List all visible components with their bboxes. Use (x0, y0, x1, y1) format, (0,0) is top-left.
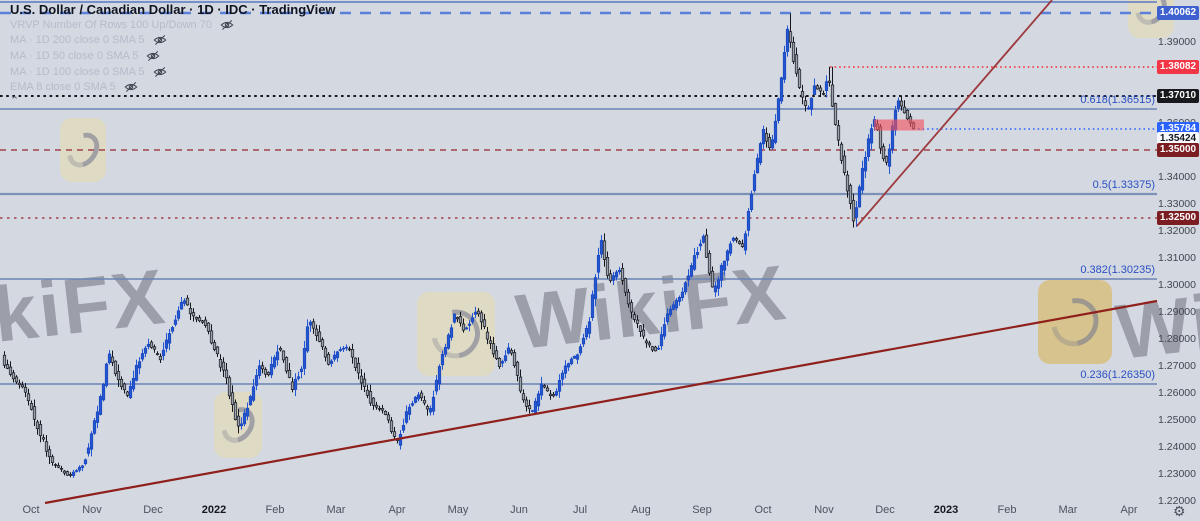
time-tick-label: Apr (388, 504, 406, 516)
indicator-label: VRVP Number Of Rows 100 Up/Down 70 (10, 18, 212, 31)
price-tick-label: 1.31000 (1158, 252, 1196, 264)
eye-off-icon[interactable] (220, 19, 234, 31)
price-tick-label: 1.24000 (1158, 441, 1196, 453)
time-tick-label: Feb (265, 504, 285, 516)
chart-legend: U.S. Dollar / Canadian Dollar · 1D · IDC… (10, 2, 336, 107)
time-tick-label: Dec (875, 504, 895, 516)
time-tick-label: 2023 (933, 504, 959, 516)
supply-zone-highlight[interactable] (874, 119, 924, 131)
indicator-legend-row[interactable]: VRVP Number Of Rows 100 Up/Down 70 (10, 17, 336, 33)
price-axis[interactable] (1157, 0, 1200, 500)
indicator-legend-rows: VRVP Number Of Rows 100 Up/Down 70 MA · 1… (10, 17, 336, 95)
time-tick-label: Nov (82, 504, 102, 516)
price-tick-label: 1.23000 (1158, 468, 1196, 480)
eye-off-icon[interactable] (152, 66, 167, 78)
time-tick-label: Dec (143, 504, 163, 516)
price-tick-label: 1.27000 (1158, 360, 1196, 372)
price-tick-label: 1.29000 (1158, 306, 1196, 318)
indicator-legend-row[interactable]: EMA 8 close 0 SMA 5 (10, 79, 336, 95)
price-tick-label: 1.30000 (1158, 279, 1196, 291)
gear-icon[interactable]: ⚙ (1173, 503, 1186, 519)
symbol-title[interactable]: U.S. Dollar / Canadian Dollar · 1D · IDC… (10, 2, 336, 17)
price-tick-label: 1.33000 (1158, 198, 1196, 210)
indicator-legend-row[interactable]: MA · 1D 100 close 0 SMA 5 (10, 64, 336, 80)
price-tick-label: 1.32000 (1158, 225, 1196, 237)
time-tick-label: Mar (1058, 504, 1078, 516)
fib-level-label: 0.382(1.30235) (1080, 264, 1155, 276)
fib-level-label: 0.5(1.33375) (1092, 179, 1155, 191)
price-level-badge[interactable]: 1.35000 (1157, 143, 1199, 157)
time-tick-label: Mar (326, 504, 346, 516)
time-tick-label: Aug (631, 504, 651, 516)
eye-off-icon[interactable] (152, 34, 167, 46)
time-tick-label: Jul (572, 504, 588, 516)
price-level-badge[interactable]: 1.37010 (1157, 89, 1199, 103)
candlestick-series (2, 13, 916, 478)
trendline[interactable] (44, 299, 1158, 505)
time-tick-label: Oct (22, 504, 40, 516)
price-tick-label: 1.25000 (1158, 414, 1196, 426)
trendline[interactable] (856, 0, 1053, 227)
price-level-badge[interactable]: 1.35424 (1157, 132, 1199, 146)
eye-off-icon[interactable] (124, 81, 138, 93)
price-tick-label: 1.39000 (1158, 36, 1196, 48)
price-tick-label: 1.34000 (1158, 171, 1196, 183)
price-tick-label: 1.28000 (1158, 333, 1196, 345)
chevron-up-icon[interactable]: ⌃ (10, 94, 20, 107)
price-level-badge[interactable]: 1.32500 (1157, 211, 1199, 225)
indicator-legend-row[interactable]: MA · 1D 50 close 0 SMA 5 (10, 48, 336, 64)
price-level-badge[interactable]: 1.38082 (1157, 60, 1199, 74)
price-tick-label: 1.22000 (1158, 495, 1196, 507)
time-tick-label: Feb (997, 504, 1017, 516)
price-level-badge[interactable]: 1.40062 (1157, 6, 1199, 20)
time-tick-label: May (447, 504, 469, 516)
time-tick-label: Sep (692, 504, 712, 516)
time-tick-label: 2022 (201, 504, 227, 516)
eye-off-icon[interactable] (146, 50, 160, 62)
indicator-label: MA · 1D 50 close 0 SMA 5 (10, 49, 139, 62)
indicator-label: MA · 1D 200 close 0 SMA 5 (10, 34, 145, 47)
price-tick-label: 1.26000 (1158, 387, 1196, 399)
fib-level-label: 0.618(1.36515) (1080, 94, 1155, 106)
time-tick-label: Oct (754, 504, 772, 516)
indicator-label: EMA 8 close 0 SMA 5 (10, 81, 116, 94)
time-tick-label: Nov (814, 504, 834, 516)
indicator-label: MA · 1D 100 close 0 SMA 5 (10, 65, 145, 78)
indicator-legend-row[interactable]: MA · 1D 200 close 0 SMA 5 (10, 33, 336, 49)
fib-level-label: 0.236(1.26350) (1080, 369, 1155, 381)
time-tick-label: Apr (1120, 504, 1138, 516)
time-tick-label: Jun (510, 504, 528, 516)
